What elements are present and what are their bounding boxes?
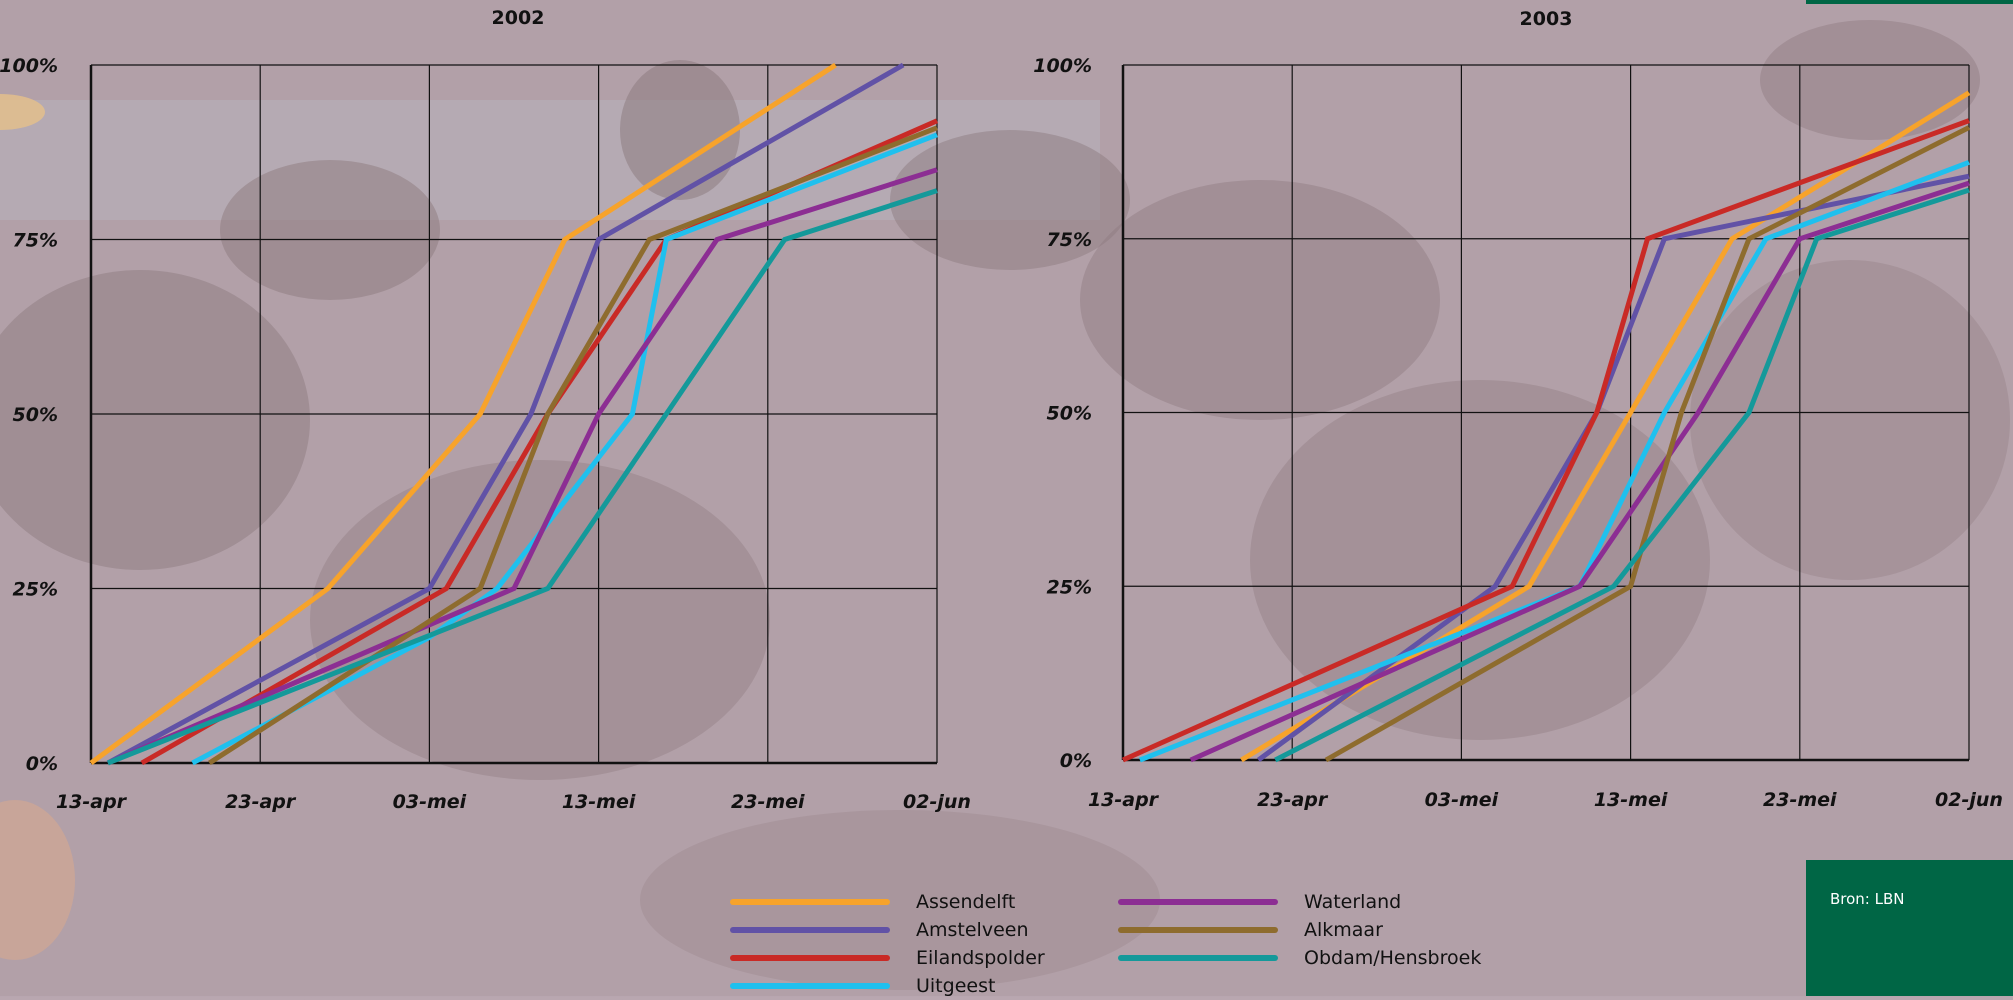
series-line-assendelft	[89, 62, 837, 766]
legend-label: Waterland	[1304, 891, 1402, 913]
legend-item: Amstelveen	[730, 916, 1029, 944]
legend: Assendelft Amstelveen Eilandspolder Uitgees…	[730, 888, 1550, 997]
chart-title: 2002	[492, 7, 545, 29]
y-tick-label: 75%	[1047, 229, 1092, 251]
legend-swatch	[730, 927, 890, 933]
x-tick-label: 02-jun	[1935, 789, 2003, 811]
legend-swatch	[730, 899, 890, 905]
legend-swatch	[1118, 927, 1278, 933]
legend-label: Eilandspolder	[916, 947, 1045, 969]
x-tick-label: 02-jun	[903, 791, 971, 813]
x-tick-label: 13-mei	[1594, 789, 1668, 811]
y-tick-label: 0%	[26, 753, 58, 775]
x-tick-label: 03-mei	[1425, 789, 1499, 811]
series-line-amstelveen	[106, 62, 905, 766]
legend-label: Uitgeest	[916, 975, 996, 997]
series-line-alkmaar	[1324, 125, 1971, 763]
y-tick-label: 25%	[13, 579, 58, 601]
legend-swatch	[730, 955, 890, 961]
source-box: Bron: LBN	[1806, 860, 2013, 996]
series-line-obdam-hensbroek	[106, 188, 938, 766]
legend-item: Uitgeest	[730, 972, 995, 1000]
legend-label: Obdam/Hensbroek	[1304, 947, 1482, 969]
legend-label: Amstelveen	[916, 919, 1029, 941]
legend-swatch	[1118, 955, 1278, 961]
legend-item: Waterland	[1118, 888, 1401, 916]
legend-swatch	[1118, 899, 1278, 905]
legend-swatch	[730, 983, 890, 989]
top-accent-bar	[1806, 0, 2013, 4]
x-tick-label: 13-apr	[56, 791, 128, 813]
series-line-uitgeest	[191, 132, 938, 766]
x-tick-label: 13-mei	[562, 791, 636, 813]
x-tick-label: 23-apr	[1257, 789, 1329, 811]
legend-label: Assendelft	[916, 891, 1016, 913]
legend-label: Alkmaar	[1304, 919, 1383, 941]
x-tick-label: 13-apr	[1088, 789, 1160, 811]
y-tick-label: 100%	[0, 55, 58, 77]
legend-item: Alkmaar	[1118, 916, 1383, 944]
series-line-uitgeest	[1138, 159, 1970, 763]
y-tick-label: 50%	[13, 404, 58, 426]
chart-2003: 2003 0% 25% 50% 75% 100% 13-apr 23-apr 03-mei 13-…	[1033, 8, 2003, 811]
series-line-obdam-hensbroek	[1274, 187, 1970, 763]
series-line-eilandspolder	[1121, 118, 1970, 763]
source-label: Bron: LBN	[1830, 890, 1905, 908]
legend-item: Obdam/Hensbroek	[1118, 944, 1481, 972]
legend-item: Assendelft	[730, 888, 1015, 916]
chart-title: 2003	[1520, 8, 1573, 30]
chart-2002: 2002 0% 25% 50% 75% 100% 13-apr 23-apr 03-mei 13-…	[0, 7, 971, 813]
x-tick-label: 23-mei	[731, 791, 805, 813]
y-tick-label: 50%	[1047, 403, 1092, 425]
series-line-waterland	[1189, 180, 1970, 763]
y-tick-label: 0%	[1060, 750, 1092, 772]
x-tick-label: 03-mei	[393, 791, 467, 813]
y-tick-label: 100%	[1033, 55, 1092, 77]
series-line-alkmaar	[208, 125, 938, 766]
legend-item: Eilandspolder	[730, 944, 1045, 972]
y-tick-label: 75%	[13, 230, 58, 252]
x-tick-label: 23-mei	[1763, 789, 1837, 811]
series-line-waterland	[106, 167, 938, 766]
x-tick-label: 23-apr	[225, 791, 297, 813]
y-tick-label: 25%	[1047, 576, 1092, 598]
